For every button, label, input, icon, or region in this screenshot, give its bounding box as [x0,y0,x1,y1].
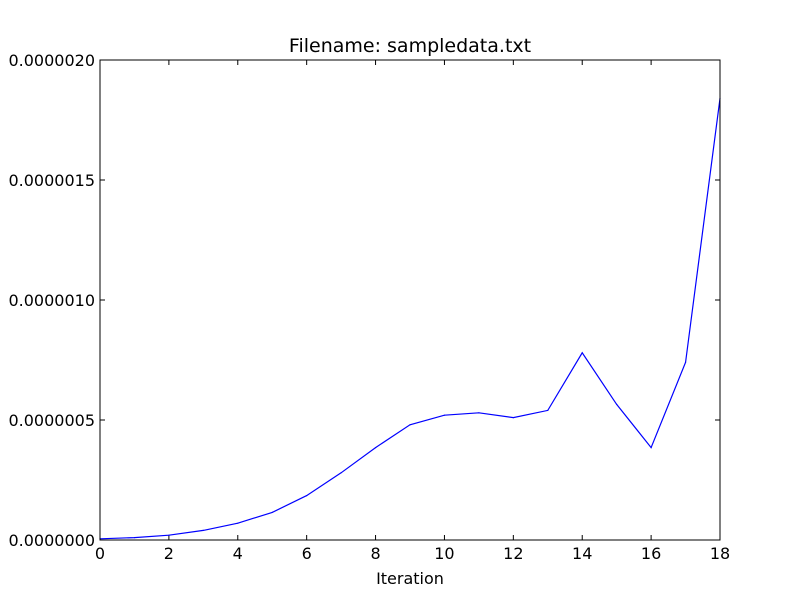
data-point [134,537,135,538]
data-point [513,417,514,418]
data-point [203,530,204,531]
data-point [547,410,548,411]
data-point [444,415,445,416]
y-tick-label: 0.0000020 [8,51,95,70]
y-tick-label: 0.0000005 [8,411,95,430]
data-point [306,495,307,496]
data-point [168,535,169,536]
data-point [375,447,376,448]
x-tick-label: 2 [164,544,174,563]
data-point [651,447,652,448]
data-point [685,362,686,363]
x-tick-label: 14 [572,544,592,563]
x-tick-label: 6 [302,544,312,563]
x-tick-label: 4 [233,544,243,563]
x-tick-label: 12 [503,544,523,563]
data-point [272,512,273,513]
data-point [237,523,238,524]
data-point [478,412,479,413]
data-point [616,404,617,405]
x-axis-title: Iteration [376,569,444,588]
x-tick-label: 16 [641,544,661,563]
data-point [341,472,342,473]
x-tick-label: 0 [95,544,105,563]
x-tick-label: 18 [710,544,730,563]
data-point [582,352,583,353]
y-tick-label: 0.0000000 [8,531,95,550]
x-tick-label: 10 [434,544,454,563]
chart-title: Filename: sampledata.txt [289,35,531,57]
y-tick-label: 0.0000010 [8,291,95,310]
data-point [409,424,410,425]
y-tick-label: 0.0000015 [8,171,95,190]
x-tick-label: 8 [370,544,380,563]
